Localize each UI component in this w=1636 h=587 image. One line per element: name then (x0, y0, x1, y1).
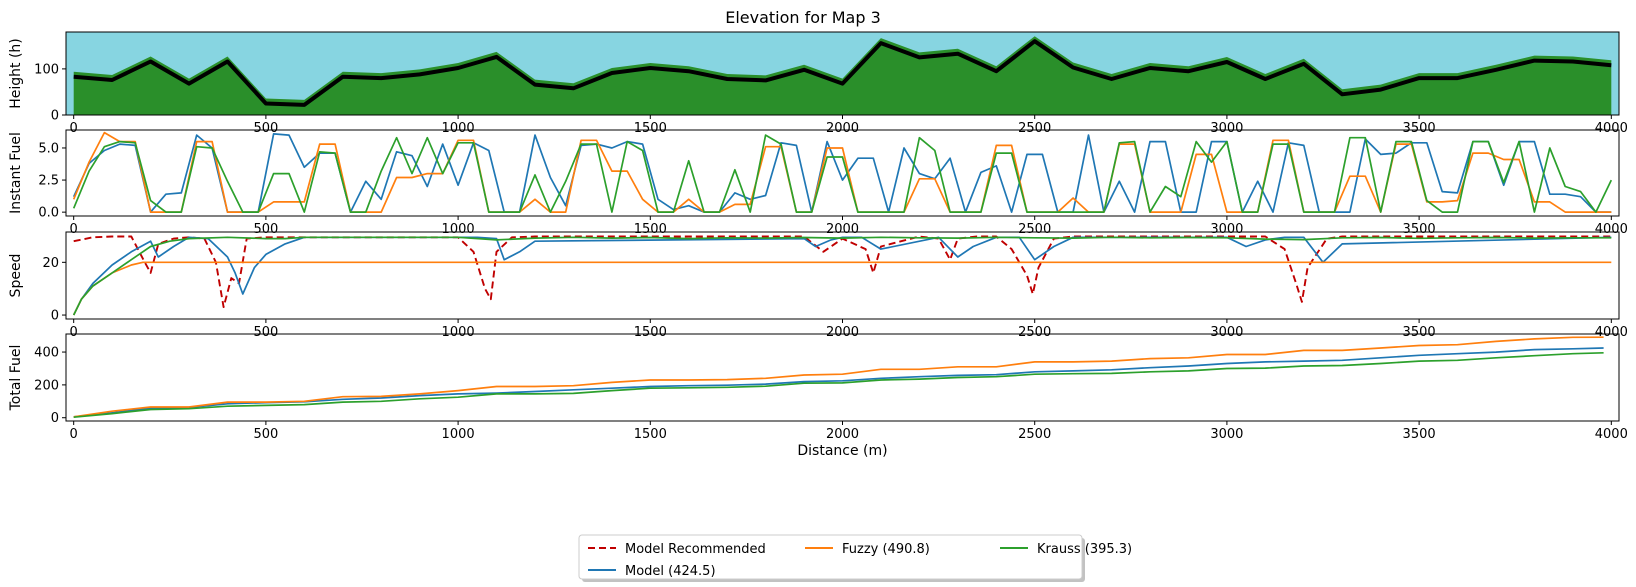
panel-1: 0 500 1000 1500 2000 2500 3000 3500 4000 0 100 Heig… (8, 31, 1628, 136)
x-tick-label: 0 (70, 222, 78, 237)
x-tick-label: 0 (70, 325, 78, 340)
x-tick-label: 500 (253, 427, 278, 442)
x-tick-label: 500 (253, 325, 278, 340)
x-tick-label: 2500 (1018, 222, 1051, 237)
x-tick-label: 3500 (1403, 222, 1436, 237)
x-tick-label: 1500 (634, 222, 667, 237)
x-tick-label: 3500 (1403, 325, 1436, 340)
x-tick-label: 500 (253, 222, 278, 237)
y-axis-label: Speed (8, 254, 24, 298)
y-tick-label: 2.5 (38, 174, 59, 189)
x-tick-label: 3500 (1403, 121, 1436, 136)
panel-4: 0 500 1000 1500 2000 2500 3000 3500 4000 0 200 400 T… (8, 333, 1628, 459)
x-tick-label: 2000 (826, 121, 859, 136)
x-tick-label: 1500 (634, 121, 667, 136)
x-tick-label: 3000 (1210, 121, 1243, 136)
series-krauss-395-3 (72, 134, 1613, 213)
x-tick-label: 3500 (1403, 427, 1436, 442)
y-tick-label: 20 (42, 256, 59, 271)
x-tick-label: 0 (70, 427, 78, 442)
y-tick-label: 0 (51, 309, 59, 324)
road-line (73, 39, 1612, 107)
x-tick-label: 1500 (634, 325, 667, 340)
y-tick-label: 0.0 (38, 206, 59, 221)
legend-label: Model Recommended (625, 542, 766, 557)
series-model-recommended (73, 235, 1612, 309)
legend: Model Recommended Model (424.5) Fuzzy (490… (578, 534, 1132, 582)
series-krauss-395-3 (73, 351, 1604, 419)
x-tick-label: 2500 (1018, 427, 1051, 442)
x-tick-label: 3000 (1210, 222, 1243, 237)
panel-3: 0 500 1000 1500 2000 2500 3000 3500 4000 0 20 Speed (8, 231, 1628, 340)
x-tick-label: 2000 (826, 222, 859, 237)
x-tick-label: 2000 (826, 325, 859, 340)
legend-label: Model (424.5) (625, 564, 716, 579)
axes-frame (65, 231, 1620, 320)
chart-title: Elevation for Map 3 (725, 8, 881, 27)
x-tick-label: 1500 (634, 427, 667, 442)
x-tick-label: 1000 (442, 222, 475, 237)
y-tick-label: 400 (34, 346, 59, 361)
y-axis-label: Instant Fuel (8, 132, 24, 214)
y-axis-label: Height (h) (8, 38, 24, 109)
series-fuzzy-490-8 (72, 261, 1612, 316)
axes-frame (65, 129, 1620, 217)
series-fuzzy-490-8 (72, 131, 1612, 213)
x-tick-label: 4000 (1595, 222, 1628, 237)
y-tick-label: 5.0 (38, 141, 59, 156)
x-tick-label: 4000 (1595, 121, 1628, 136)
x-tick-label: 3000 (1210, 325, 1243, 340)
x-tick-label: 1000 (442, 427, 475, 442)
legend-label: Fuzzy (490.8) (842, 542, 930, 557)
y-tick-label: 100 (34, 62, 59, 77)
series-krauss-395-3 (72, 236, 1612, 316)
legend-label: Krauss (395.3) (1037, 542, 1132, 557)
series-fuzzy-490-8 (73, 336, 1604, 418)
y-axis-label: Total Fuel (8, 345, 24, 412)
series-model-424-5 (72, 236, 1612, 316)
x-tick-label: 3000 (1210, 427, 1243, 442)
x-tick-label: 2500 (1018, 325, 1051, 340)
series-model-424-5 (73, 347, 1604, 418)
y-tick-label: 0 (51, 411, 59, 426)
x-tick-label: 4000 (1595, 325, 1628, 340)
x-tick-label: 1000 (442, 121, 475, 136)
y-tick-label: 200 (34, 378, 59, 393)
legend-box (578, 534, 1083, 580)
x-axis-label: Distance (m) (797, 443, 887, 459)
x-tick-label: 1000 (442, 325, 475, 340)
y-tick-label: 0 (51, 109, 59, 124)
x-tick-label: 4000 (1595, 427, 1628, 442)
ground-area (73, 36, 1612, 116)
panel-2: 0 500 1000 1500 2000 2500 3000 3500 4000 0.0 2.5 5.… (8, 129, 1628, 237)
x-tick-label: 2500 (1018, 121, 1051, 136)
x-tick-label: 0 (70, 121, 78, 136)
x-tick-label: 2000 (826, 427, 859, 442)
panels: 0 500 1000 1500 2000 2500 3000 3500 40000100Heig… (8, 31, 1628, 459)
x-tick-label: 500 (253, 121, 278, 136)
